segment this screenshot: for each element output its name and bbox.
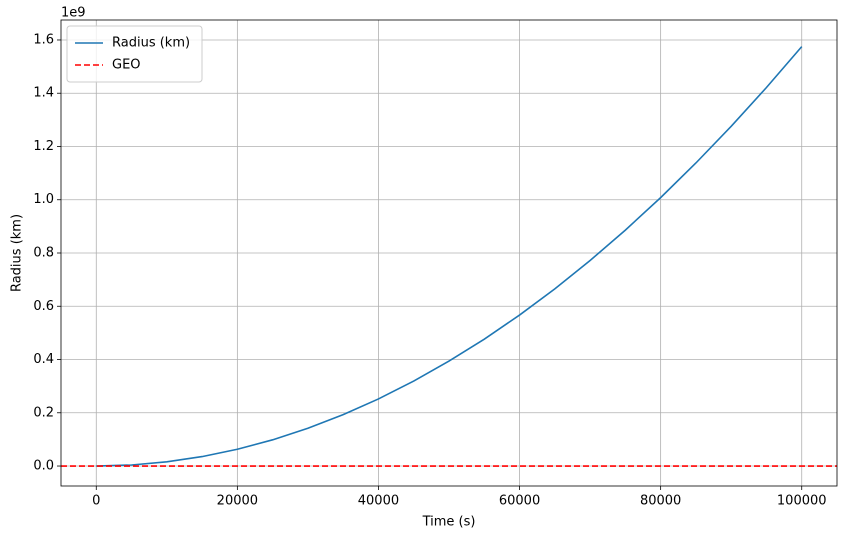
legend-box: [66, 25, 203, 83]
legend-label: Radius (km): [112, 36, 190, 51]
y-tick-label: 0.8: [33, 246, 54, 261]
y-tick-label: 0.0: [33, 459, 54, 474]
data-line: [96, 46, 803, 467]
y-tick-label: 1.4: [33, 86, 54, 101]
legend: Radius (km) GEO: [66, 25, 203, 83]
y-tick-label: 1.2: [33, 139, 54, 154]
plot-frame: [60, 19, 838, 487]
x-tick-label: 60000: [499, 494, 540, 509]
y-tick-label: 0.6: [33, 299, 54, 314]
y-tick-label: 1.0: [33, 192, 54, 207]
x-tick-label: 100000: [777, 494, 827, 509]
x-tick-label: 80000: [640, 494, 681, 509]
y-tick-label: 0.4: [33, 352, 54, 367]
x-tick-label: 20000: [217, 494, 258, 509]
x-tick-label: 0: [92, 494, 100, 509]
y-tick-label: 0.2: [33, 405, 54, 420]
y-offset-label: 1e9: [61, 6, 86, 21]
y-axis-label: Radius (km): [10, 214, 25, 292]
x-axis-label: Time (s): [422, 515, 476, 530]
y-tick-label: 1.6: [33, 32, 54, 47]
legend-label: GEO: [112, 58, 141, 73]
x-tick-label: 40000: [358, 494, 399, 509]
